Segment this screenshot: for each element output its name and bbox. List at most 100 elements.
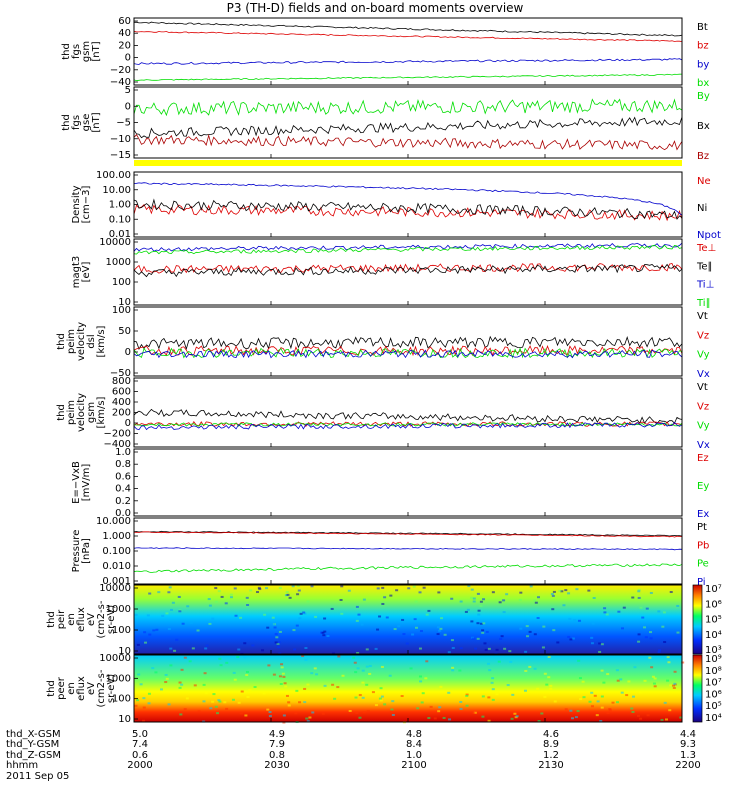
spectrogram-pixel — [471, 637, 475, 640]
spectrogram-pixel — [477, 609, 481, 612]
spectrogram-pixel — [407, 587, 411, 590]
spectrogram-pixel — [652, 682, 656, 685]
spectrogram-pixel — [581, 680, 585, 683]
spectrogram-pixel — [637, 633, 641, 636]
spectrogram-pixel — [196, 629, 200, 632]
spectrogram-pixel — [487, 719, 491, 722]
spectrogram-pixel — [323, 617, 327, 620]
spectrogram-pixel — [177, 595, 181, 598]
spectrogram-pixel — [295, 624, 299, 627]
spectrogram-pixel — [587, 589, 591, 592]
spectrogram-pixel — [361, 681, 365, 684]
spectrogram-pixel — [337, 655, 341, 658]
spectrogram-pixel — [648, 656, 652, 659]
spectrogram-pixel — [495, 693, 499, 696]
spectrogram-pixel — [214, 705, 218, 708]
spectrogram-pixel — [380, 665, 384, 668]
spectrogram-pixel — [448, 718, 452, 721]
spectrogram-pixel — [513, 712, 517, 715]
spectrogram-pixel — [365, 648, 369, 651]
spectrogram-pixel — [323, 684, 327, 687]
spectrogram-pixel — [600, 643, 604, 646]
spectrogram-pixel — [380, 695, 384, 698]
spectrogram-pixel — [645, 607, 649, 610]
x-tick-value: 1.2 — [543, 749, 559, 761]
spectrogram-pixel — [636, 714, 640, 717]
spectrogram-pixel — [477, 613, 481, 616]
spectrogram-pixel — [347, 589, 351, 592]
spectrogram-pixel — [465, 694, 469, 697]
y-axis-label: thdfgsgsm[nT] — [61, 41, 102, 62]
spectrogram-pixel — [630, 707, 634, 710]
spectrogram-pixel — [310, 672, 314, 675]
spectrogram-pixel — [603, 607, 607, 610]
colorbar-tick-label: 10⁵ — [705, 615, 722, 626]
spectrogram-pixel — [381, 586, 385, 589]
spectrogram-pixel — [167, 591, 171, 594]
y-tick-label: 10 — [118, 714, 131, 725]
spectrogram-pixel — [232, 671, 236, 674]
spectrogram-pixel — [479, 605, 483, 608]
series-line-bx — [133, 73, 683, 82]
spectrogram-pixel — [409, 667, 413, 670]
spectrogram-pixel — [620, 627, 624, 630]
spectrogram-pixel — [147, 702, 151, 705]
spectrogram-pixel — [355, 711, 359, 714]
series-line-Bt — [133, 21, 683, 37]
spectrogram-pixel — [437, 591, 441, 594]
spectrogram-pixel — [204, 647, 208, 650]
spectrogram-pixel — [245, 596, 249, 599]
spectrogram-pixel — [237, 701, 241, 704]
spectrogram-pixel — [481, 715, 485, 718]
spectrogram-pixel — [528, 665, 532, 668]
spectrogram-pixel — [291, 585, 295, 588]
spectrogram-pixel — [510, 717, 514, 720]
spectrogram-pixel — [598, 650, 602, 653]
y-tick-label: 0.01 — [109, 229, 131, 240]
spectrogram-pixel — [576, 710, 580, 713]
spectrogram-pixel — [365, 683, 369, 686]
spectrogram-pixel — [577, 659, 581, 662]
spectrogram-image — [134, 585, 682, 654]
panel-pressure: Pt Pb Pe Pi 10.000 1.000 0.100 0.010 0.001 Pressu… — [71, 516, 709, 588]
spectrogram-pixel — [173, 649, 177, 652]
spectrogram-pixel — [663, 701, 667, 704]
y-tick-label: 400 — [112, 397, 131, 408]
spectrogram-pixel — [631, 596, 635, 599]
spectrogram-pixel — [164, 673, 168, 676]
spectrogram-pixel — [168, 586, 172, 589]
spectrogram-pixel — [497, 660, 501, 663]
y-tick-label: 10 — [118, 646, 131, 657]
spectrogram-pixel — [511, 693, 515, 696]
x-tick-value: 4.9 — [269, 729, 285, 740]
spectrogram-pixel — [203, 672, 207, 675]
spectrogram-pixel — [476, 592, 480, 595]
y-tick-label: −20 — [110, 65, 131, 76]
legend-label: Vy — [697, 350, 710, 361]
y-tick-label: 100 — [112, 277, 131, 288]
spectrogram-pixel — [458, 669, 462, 672]
legend-label: Vt — [697, 382, 708, 393]
spectrogram-pixel — [395, 589, 399, 592]
spectrogram-pixel — [354, 671, 358, 674]
spectrogram-pixel — [167, 703, 171, 706]
spectrogram-pixel — [355, 619, 359, 622]
spectrogram-pixel — [679, 716, 683, 719]
spectrogram-pixel — [193, 684, 197, 687]
spectrogram-pixel — [374, 647, 378, 650]
spectrogram-pixel — [303, 701, 307, 704]
spectrogram-pixel — [310, 585, 314, 588]
series-line-Vx — [133, 349, 683, 359]
spectrogram-pixel — [233, 678, 237, 681]
spectrogram-pixel — [671, 684, 675, 687]
spectrogram-pixel — [653, 685, 657, 688]
spectrogram-pixel — [263, 613, 267, 616]
y-axis-label: thdpeerenefluxeV(cm2-s-sr-eV) — [46, 669, 117, 707]
spectrogram-pixel — [573, 619, 577, 622]
x-tick-value: 2200 — [675, 760, 701, 772]
spectrogram-pixel — [256, 591, 260, 594]
spectrogram-pixel — [568, 617, 572, 620]
y-tick-label: 5 — [125, 85, 131, 96]
spectrogram-pixel — [306, 683, 310, 686]
